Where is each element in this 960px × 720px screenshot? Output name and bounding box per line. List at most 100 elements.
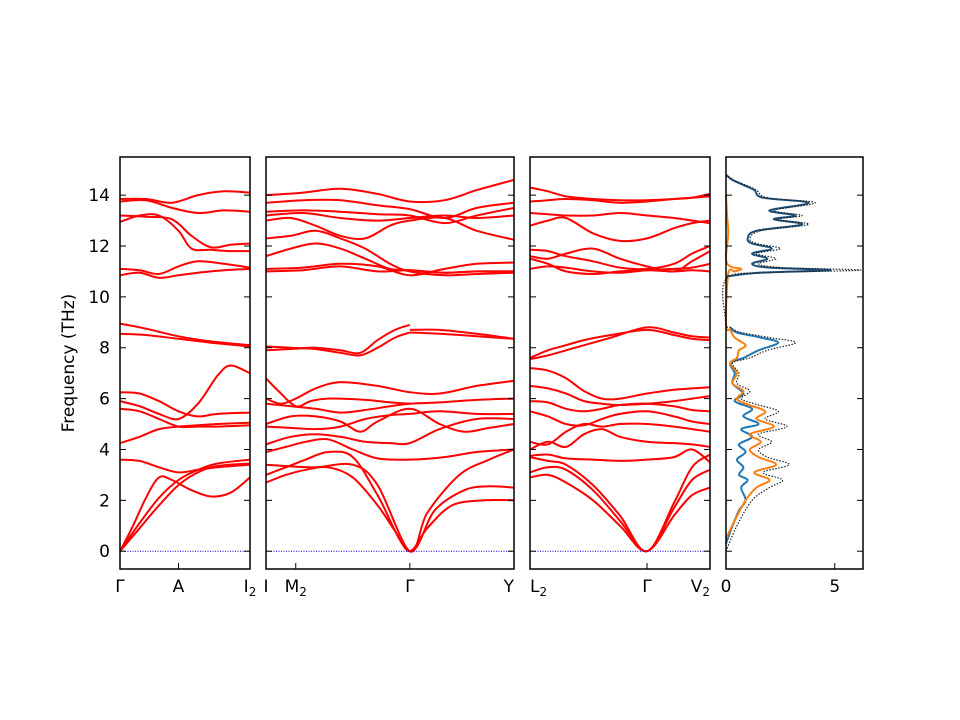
phonon-band bbox=[529, 453, 711, 553]
phonon-band bbox=[265, 450, 515, 553]
phonon-band bbox=[265, 410, 515, 431]
phonon-band bbox=[119, 260, 251, 276]
y-tick-label: 10 bbox=[88, 288, 110, 308]
phonon-band bbox=[265, 465, 515, 553]
y-tick-label: 4 bbox=[99, 440, 110, 460]
x-tick-label: Γ bbox=[642, 577, 652, 597]
phonon-band bbox=[529, 448, 711, 464]
x-tick-label: V2 bbox=[691, 577, 710, 599]
phonon-band bbox=[265, 407, 515, 433]
phonon-band bbox=[265, 377, 410, 408]
phonon-band bbox=[265, 323, 411, 355]
phonon-band bbox=[529, 211, 711, 225]
phonon-band bbox=[265, 242, 515, 274]
panel-1-yticks bbox=[120, 194, 250, 552]
phonon-band bbox=[529, 186, 711, 202]
x-tick-label: M2 bbox=[285, 577, 307, 599]
phonon-band bbox=[529, 384, 711, 407]
x-tick-label: I bbox=[263, 577, 268, 597]
phonon-band bbox=[529, 262, 711, 274]
panel-1-xticks: Γ A I2 bbox=[115, 563, 256, 599]
dos-series bbox=[722, 174, 862, 552]
phonon-band bbox=[409, 331, 515, 340]
phonon-band bbox=[119, 322, 251, 347]
phonon-band bbox=[265, 211, 515, 222]
phonon-band bbox=[529, 428, 711, 451]
phonon-band bbox=[119, 332, 251, 348]
panel-1-bands bbox=[119, 190, 251, 552]
phonon-band bbox=[529, 326, 711, 361]
dos-x-tick-label: 0 bbox=[721, 577, 732, 597]
dos-frame bbox=[725, 156, 864, 570]
phonon-band bbox=[265, 448, 515, 553]
x-tick-label-subscript: 2 bbox=[249, 585, 257, 599]
phonon-band bbox=[119, 198, 251, 215]
panel-2: I M2 Γ Y bbox=[263, 156, 515, 599]
x-tick-label: Γ bbox=[115, 577, 125, 597]
y-tick-label: 6 bbox=[99, 390, 110, 410]
phonon-band bbox=[119, 475, 251, 552]
phonon-band bbox=[265, 261, 515, 277]
phonon-band bbox=[119, 267, 251, 279]
phonon-band bbox=[265, 331, 411, 357]
phonon-band bbox=[265, 206, 515, 225]
panel-1: Γ A I2 bbox=[115, 156, 256, 599]
y-tick-label: 0 bbox=[99, 542, 110, 562]
y-tick-label: 2 bbox=[99, 491, 110, 511]
panel-3: L2 Γ V2 bbox=[529, 156, 711, 599]
dos-series-line-1 bbox=[725, 326, 780, 544]
panel-3-frame bbox=[529, 156, 711, 570]
dos-series-line-3 bbox=[725, 174, 832, 278]
phonon-band bbox=[265, 229, 515, 277]
dos-yticks bbox=[726, 194, 863, 552]
phonon-band bbox=[529, 422, 711, 446]
phonon-band bbox=[265, 437, 515, 461]
phonon-band bbox=[529, 367, 711, 401]
phonon-band bbox=[119, 364, 251, 421]
phonon-band bbox=[119, 214, 251, 249]
phonon-band bbox=[529, 400, 711, 413]
panel-3-yticks bbox=[530, 194, 710, 552]
panel-2-bands bbox=[265, 178, 515, 553]
phonon-band bbox=[265, 379, 515, 405]
phonon-band bbox=[265, 198, 515, 220]
phonon-band bbox=[119, 407, 251, 429]
phonon-band bbox=[119, 458, 251, 552]
x-tick-label: I2 bbox=[244, 577, 257, 599]
phonon-band bbox=[529, 410, 711, 427]
x-tick-label: Γ bbox=[405, 577, 415, 597]
phonon-band bbox=[119, 213, 251, 253]
phonon-band bbox=[529, 473, 711, 553]
y-tick-labels: 0 2 4 6 8 10 12 14 bbox=[88, 186, 110, 562]
dos-x-tick-label: 5 bbox=[829, 577, 840, 597]
phonon-band bbox=[119, 190, 251, 204]
phonon-band bbox=[119, 391, 251, 418]
phonon-band bbox=[119, 458, 251, 474]
phonon-band bbox=[529, 247, 711, 273]
phonon-band bbox=[409, 328, 515, 340]
phonon-band bbox=[529, 245, 711, 271]
phonon-band bbox=[265, 417, 515, 446]
x-tick-label: Y bbox=[503, 577, 515, 597]
phonon-band bbox=[529, 328, 711, 359]
y-tick-label: 8 bbox=[99, 339, 110, 359]
y-axis-label: Frequency (THz) bbox=[59, 294, 79, 433]
x-tick-label: A bbox=[173, 577, 185, 597]
panel-2-frame bbox=[265, 156, 515, 570]
phonon-band bbox=[265, 216, 515, 241]
panel-1-frame bbox=[119, 156, 251, 570]
x-tick-label-subscript: 2 bbox=[702, 585, 710, 599]
dos-series-line-2 bbox=[724, 195, 777, 539]
x-tick-label: L2 bbox=[530, 577, 547, 599]
panel-2-yticks bbox=[266, 194, 514, 552]
x-tick-label-subscript: 2 bbox=[299, 585, 307, 599]
phonon-band bbox=[119, 462, 251, 552]
phonon-band bbox=[265, 178, 515, 204]
phonon-band bbox=[529, 216, 711, 243]
y-tick-label: 14 bbox=[88, 186, 110, 206]
y-tick-label: 12 bbox=[88, 237, 110, 257]
phonon-band bbox=[265, 397, 515, 414]
